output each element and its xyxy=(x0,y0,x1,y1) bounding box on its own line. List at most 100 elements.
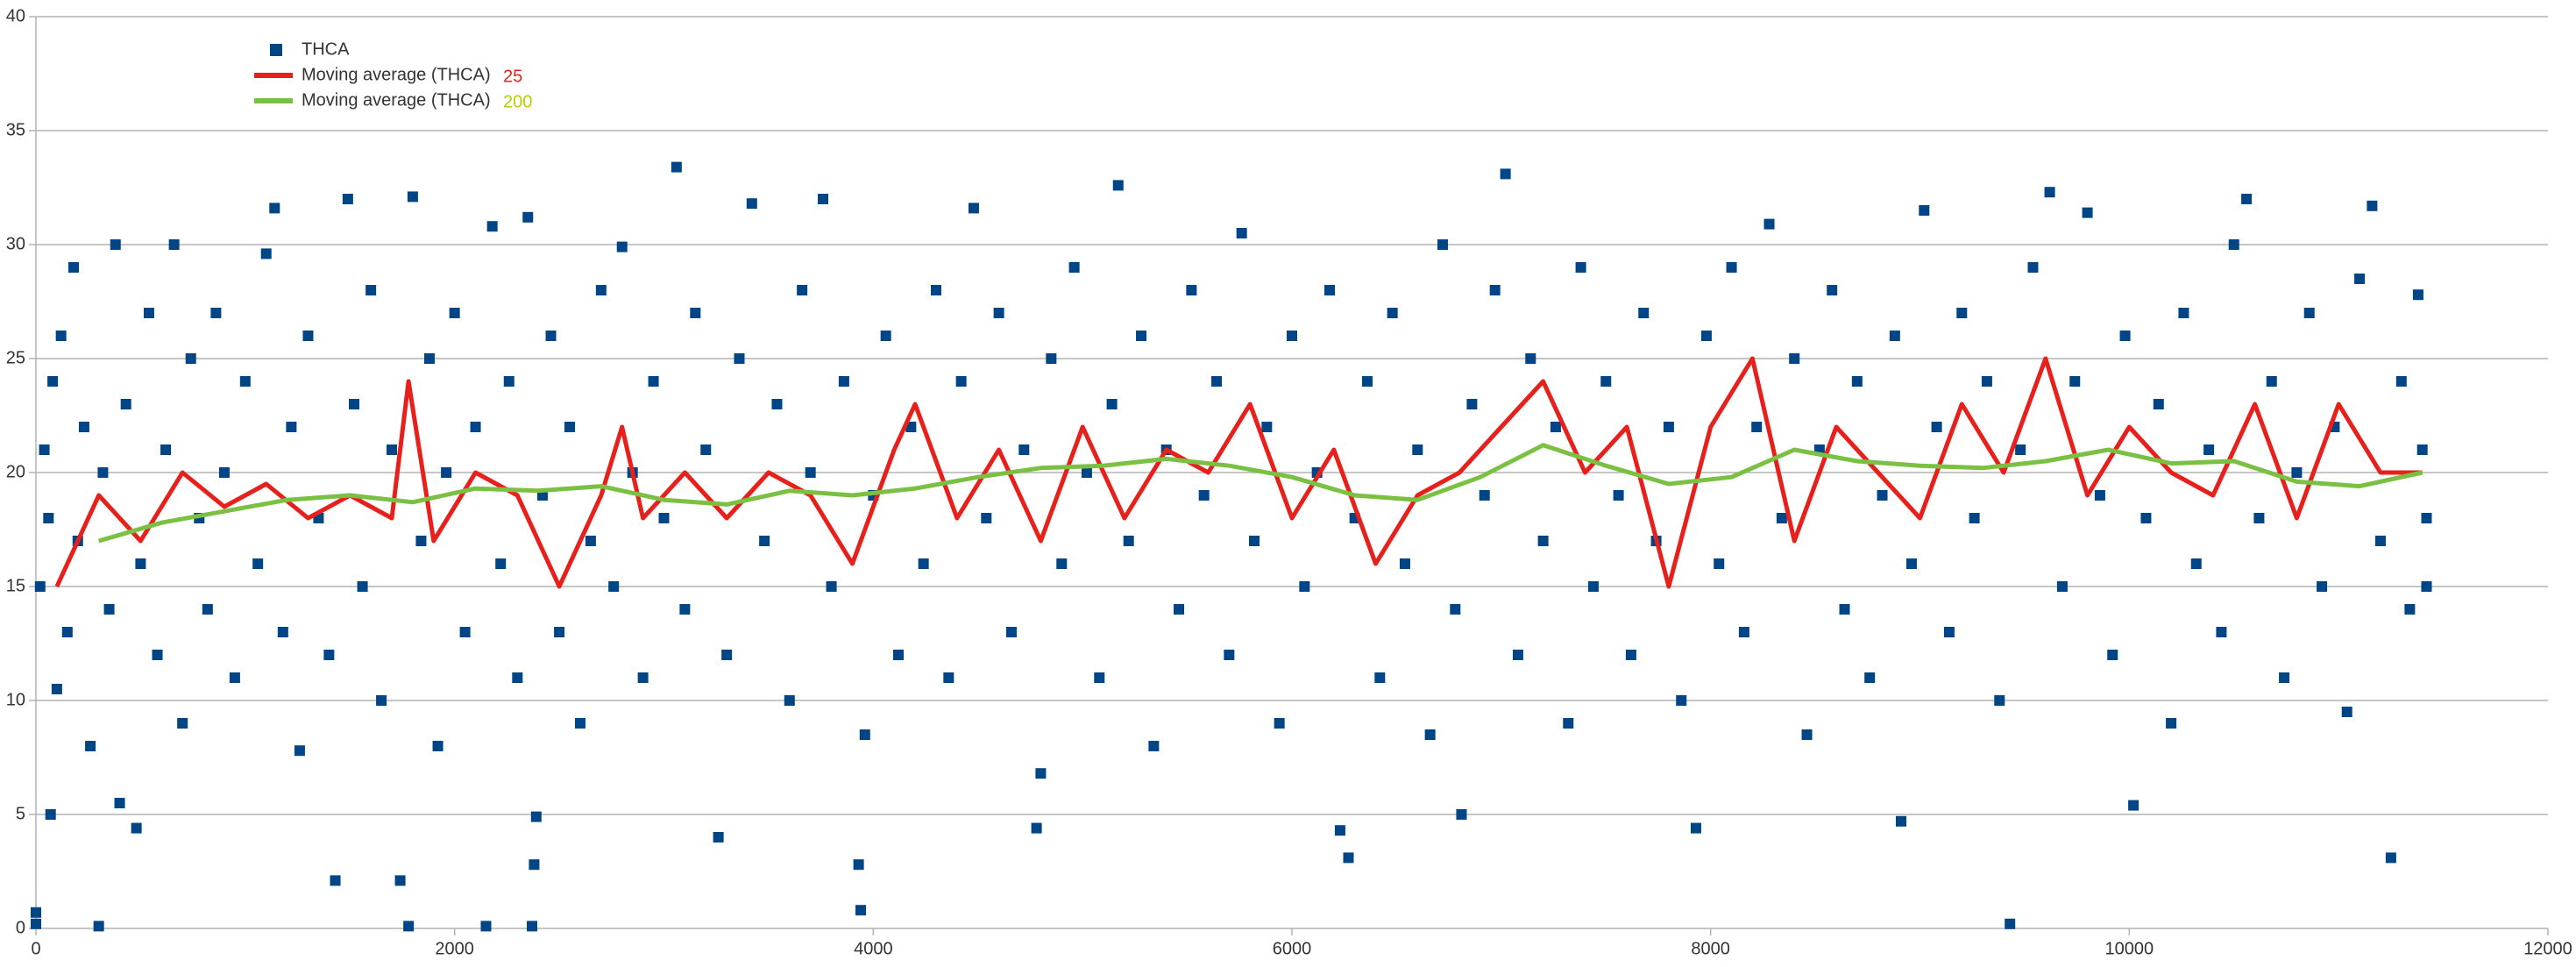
point xyxy=(1035,768,1047,779)
point xyxy=(135,558,146,569)
point xyxy=(432,741,444,751)
point xyxy=(1466,399,1478,409)
point xyxy=(700,444,712,455)
point xyxy=(403,921,415,932)
point xyxy=(1676,695,1687,706)
x-tick-label: 8000 xyxy=(1691,939,1730,958)
point xyxy=(648,376,659,387)
y-tick-label: 5 xyxy=(16,804,25,823)
point xyxy=(2027,262,2039,273)
point xyxy=(892,650,904,660)
point xyxy=(1198,490,1210,501)
point xyxy=(968,203,979,214)
point xyxy=(387,444,398,455)
legend-period: 200 xyxy=(503,92,532,111)
point xyxy=(529,859,540,871)
point xyxy=(1412,444,1423,455)
point xyxy=(1537,536,1549,546)
point xyxy=(805,467,816,478)
point xyxy=(746,198,757,210)
point xyxy=(160,444,172,455)
point xyxy=(376,695,387,706)
point xyxy=(2279,672,2290,683)
point xyxy=(759,536,770,546)
point xyxy=(51,684,62,694)
point xyxy=(2303,308,2315,318)
point xyxy=(853,859,864,871)
point xyxy=(1663,422,1674,432)
point xyxy=(2421,513,2432,523)
point xyxy=(1638,308,1650,318)
point xyxy=(2216,627,2227,637)
point xyxy=(1424,729,1436,740)
point xyxy=(2044,187,2055,198)
point xyxy=(43,513,54,523)
line-series xyxy=(98,443,2423,544)
point xyxy=(2367,200,2378,211)
point xyxy=(394,875,406,886)
point xyxy=(826,581,837,592)
point xyxy=(595,285,607,295)
point xyxy=(679,604,691,615)
point xyxy=(449,308,460,318)
x-tick-label: 10000 xyxy=(2105,939,2154,958)
point xyxy=(545,331,557,341)
point xyxy=(2385,852,2396,864)
y-tick-label: 40 xyxy=(6,6,25,25)
point xyxy=(168,239,180,250)
point xyxy=(2395,376,2407,387)
point xyxy=(1994,695,2005,706)
point xyxy=(2228,239,2239,250)
point xyxy=(690,308,701,318)
point xyxy=(1789,353,1800,364)
point xyxy=(2056,581,2068,592)
point xyxy=(1969,513,1980,523)
point xyxy=(1839,604,1850,615)
point xyxy=(1094,672,1105,683)
point xyxy=(486,221,498,232)
point xyxy=(2094,490,2105,501)
point xyxy=(1174,604,1185,615)
point xyxy=(512,672,523,683)
point xyxy=(365,285,377,295)
point xyxy=(855,905,867,916)
point xyxy=(1776,513,1787,523)
point xyxy=(1500,168,1511,180)
point xyxy=(1613,490,1624,501)
point xyxy=(1106,399,1118,409)
point xyxy=(1450,604,1461,615)
point xyxy=(1896,815,1907,827)
point xyxy=(34,581,46,592)
point xyxy=(585,536,596,546)
point xyxy=(2253,513,2265,523)
point xyxy=(1005,627,1017,637)
point xyxy=(415,536,427,546)
point xyxy=(721,650,733,660)
point xyxy=(1864,672,1876,683)
point xyxy=(930,285,941,295)
point xyxy=(1456,809,1467,820)
point xyxy=(2166,718,2177,729)
x-tick-label: 2000 xyxy=(435,939,474,958)
x-tick-label: 12000 xyxy=(2523,939,2572,958)
point xyxy=(1068,262,1080,273)
point xyxy=(1600,376,1612,387)
point xyxy=(1801,729,1813,740)
point xyxy=(31,918,41,929)
y-tick-label: 10 xyxy=(6,690,25,709)
point xyxy=(1943,627,1955,637)
point xyxy=(1299,581,1310,592)
point xyxy=(1136,331,1147,341)
point xyxy=(2107,650,2118,660)
legend-label: THCA xyxy=(302,39,350,59)
point xyxy=(608,581,620,592)
point xyxy=(1931,422,1942,432)
x-tick-label: 4000 xyxy=(854,939,893,958)
point xyxy=(838,376,849,387)
point xyxy=(31,907,41,918)
point xyxy=(55,331,67,341)
legend-label: Moving average (THCA) xyxy=(302,65,491,84)
point xyxy=(1123,536,1134,546)
